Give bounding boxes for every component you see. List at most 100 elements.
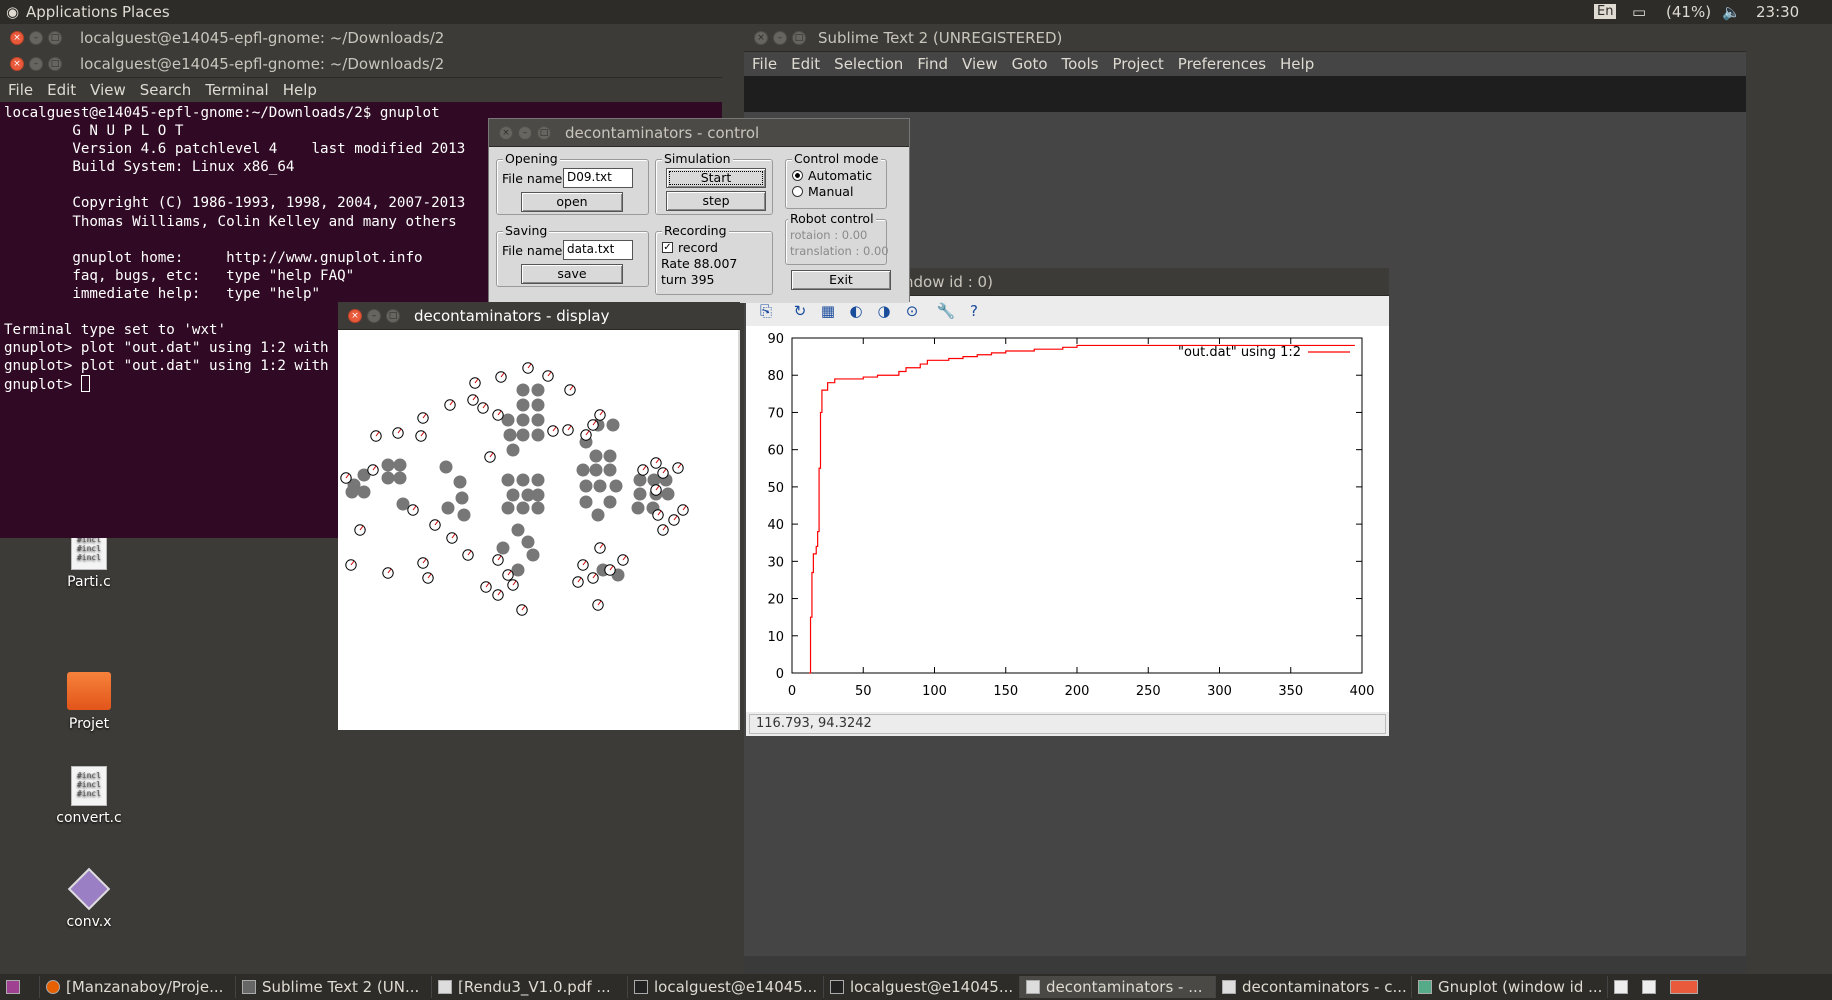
y-tick-label: 70 [767,406,784,421]
menu-project[interactable]: Project [1112,55,1164,73]
task-terminal-1[interactable]: localguest@e14045... [628,976,824,998]
automatic-radio[interactable] [792,170,803,181]
menu-selection[interactable]: Selection [834,55,904,73]
menu-edit[interactable]: Edit [791,55,821,73]
workspace-1[interactable] [1608,976,1636,998]
maximize-icon[interactable]: □ [48,31,62,45]
menu-find[interactable]: Find [917,55,949,73]
workspace-2[interactable] [1636,976,1664,998]
task-sublime[interactable]: Sublime Text 2 (UN... [236,976,432,998]
zoom-next-icon[interactable]: ◑ [877,302,891,320]
menu-help[interactable]: Help [282,81,317,99]
clock[interactable]: 23:30 [1756,3,1800,21]
autoscale-icon[interactable]: ⊙ [905,302,919,320]
battery-icon[interactable]: ▭ [1632,3,1647,21]
menu-edit[interactable]: Edit [47,81,77,99]
menu-file[interactable]: File [8,81,34,99]
close-icon[interactable]: × [10,31,24,45]
maximize-icon[interactable]: □ [386,309,400,323]
particle [521,535,535,549]
robot-heading [420,431,425,437]
keyboard-layout-indicator[interactable]: En [1594,4,1617,19]
exit-button[interactable]: Exit [791,270,891,290]
close-icon[interactable]: × [10,57,24,71]
task-display[interactable]: decontaminators - ... [1020,976,1216,998]
step-button[interactable]: step [666,191,766,211]
help-icon[interactable]: ? [970,302,978,320]
group-legend: Simulation [662,151,733,166]
desktop-icon-parti-c[interactable]: #incl #incl #incl Parti.c [29,530,149,590]
workspace-switcher[interactable] [1664,976,1704,998]
task-firefox[interactable]: [Manzanaboy/Proje... [40,976,236,998]
close-icon[interactable]: × [754,31,768,45]
terminal-line: faq, bugs, etc: type "help FAQ" [4,267,355,284]
open-button[interactable]: open [521,192,623,212]
field-label: File name: [502,171,567,186]
task-gnuplot[interactable]: Gnuplot (window id ... [1412,976,1608,998]
minimize-icon[interactable]: – [29,31,43,45]
minimize-icon[interactable]: – [367,309,381,323]
copy-to-clipboard-icon[interactable]: ⎘ [759,302,772,320]
save-button[interactable]: save [521,264,623,284]
menu-preferences[interactable]: Preferences [1177,55,1267,73]
control-window[interactable]: × – □ decontaminators - control Opening Fi… [488,118,910,303]
window-title: Sublime Text 2 (UNREGISTERED) [818,29,1063,47]
menu-terminal[interactable]: Terminal [205,81,269,99]
task-pdf[interactable]: [Rendu3_V1.0.pdf ... [432,976,628,998]
record-checkbox[interactable]: ✓ [662,242,673,253]
maximize-icon[interactable]: □ [48,57,62,71]
menu-tools[interactable]: Tools [1061,55,1099,73]
workspace-icon [1670,980,1698,994]
menu-file[interactable]: File [752,55,778,73]
maximize-icon[interactable]: □ [537,126,551,140]
manual-radio[interactable] [792,186,803,197]
minimize-icon[interactable]: – [518,126,532,140]
particle [441,501,455,515]
x-tick-label: 50 [855,684,872,699]
terminal-back-window[interactable]: × – □ localguest@e14045-epfl-gnome: ~/Down… [0,24,722,52]
ubuntu-logo-icon[interactable]: ◉ [6,3,20,21]
simulation-drawing [340,362,689,616]
start-button[interactable]: Start [666,168,766,188]
volume-icon[interactable]: 🔈 [1722,3,1741,21]
automatic-radio-label[interactable]: Automatic [808,168,873,183]
places-menu[interactable]: Places [122,3,170,21]
record-rate: Rate 88.007 [661,256,738,271]
close-icon[interactable]: × [499,126,513,140]
task-terminal-2[interactable]: localguest@e14045... [824,976,1020,998]
opening-filename-input[interactable]: D09.txt [563,168,633,188]
record-checkbox-label[interactable]: record [678,240,718,255]
gnuplot-plot-area[interactable]: 0 50 100 150 200 250 300 350 400 0 10 20 30 40 50 60 70 8… [746,326,1389,712]
menu-help[interactable]: Help [1280,55,1315,73]
y-tick-label: 30 [767,555,784,570]
terminal-line: Version 4.6 patchlevel 4 last modified 2… [4,141,466,158]
desktop-icon-convert-c[interactable]: #incl #incl #incl convert.c [29,766,149,826]
minimize-icon[interactable]: – [773,31,787,45]
maximize-icon[interactable]: □ [792,31,806,45]
simulation-canvas[interactable] [338,330,738,730]
replot-icon[interactable]: ↻ [793,302,807,320]
task-control[interactable]: decontaminators - c... [1216,976,1412,998]
menu-goto[interactable]: Goto [1011,55,1048,73]
menu-search[interactable]: Search [139,81,192,99]
zoom-previous-icon[interactable]: ◐ [849,302,863,320]
particle [516,473,530,487]
show-desktop-button[interactable] [0,976,40,998]
grid-icon[interactable]: ▦ [820,302,836,320]
robot-heading [682,505,687,511]
gnuplot-window[interactable]: ⎘ ↻ ▦ ◐ ◑ ⊙ 🔧 ? 0 50 100 150 200 250 300 350 400… [746,296,1389,736]
menu-view[interactable]: View [962,55,998,73]
close-icon[interactable]: × [348,309,362,323]
applications-menu[interactable]: Applications [26,3,118,21]
translation-readout: translation : 0.00 [790,244,889,258]
robot-heading [609,565,614,571]
saving-filename-input[interactable]: data.txt [563,240,633,260]
display-window[interactable]: × – □ decontaminators - display [338,302,740,730]
desktop-icon [6,980,20,994]
manual-radio-label[interactable]: Manual [808,184,854,199]
desktop-icon-projet[interactable]: Projet [29,672,149,732]
minimize-icon[interactable]: – [29,57,43,71]
menu-view[interactable]: View [90,81,126,99]
config-wrench-icon[interactable]: 🔧 [936,302,956,320]
desktop-icon-conv-x[interactable]: conv.x [29,867,149,930]
